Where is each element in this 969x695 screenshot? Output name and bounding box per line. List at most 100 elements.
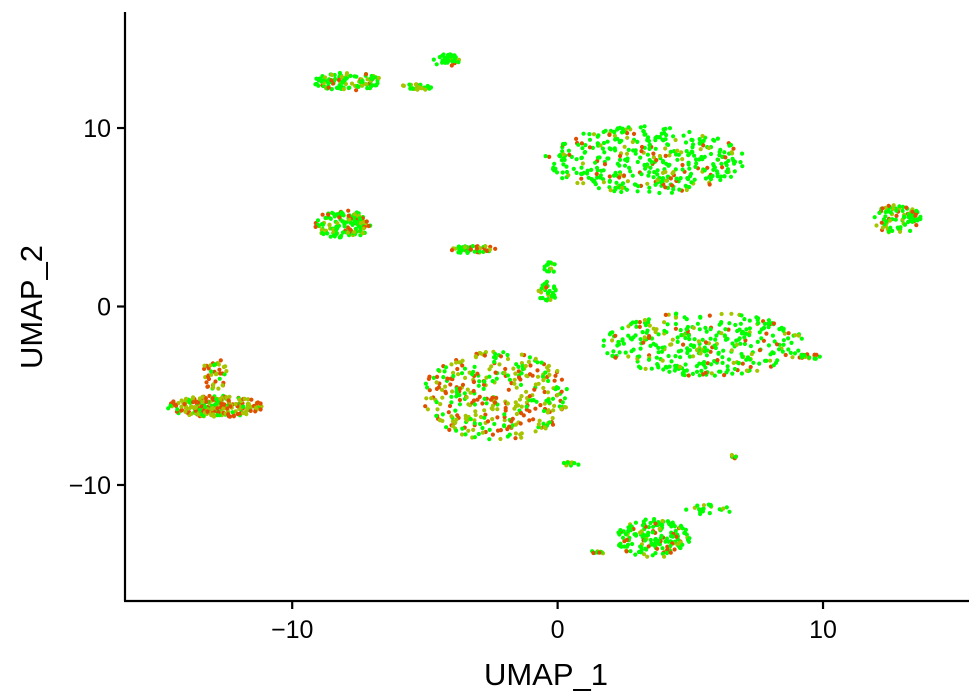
data-point bbox=[240, 411, 246, 416]
data-point bbox=[742, 335, 747, 340]
data-point bbox=[536, 422, 541, 427]
data-point bbox=[720, 355, 725, 360]
data-point bbox=[633, 552, 638, 557]
data-point bbox=[530, 373, 535, 378]
data-point bbox=[678, 355, 683, 360]
data-point bbox=[633, 182, 638, 187]
data-point bbox=[705, 348, 710, 353]
data-point bbox=[589, 167, 594, 172]
data-point bbox=[729, 452, 735, 458]
data-point bbox=[354, 74, 359, 79]
data-point bbox=[445, 376, 450, 381]
data-point bbox=[637, 320, 642, 325]
data-point bbox=[547, 154, 552, 159]
data-point bbox=[200, 394, 205, 399]
data-point bbox=[766, 318, 772, 323]
data-point bbox=[468, 390, 473, 395]
data-point bbox=[607, 132, 612, 137]
data-point bbox=[730, 341, 735, 346]
data-point bbox=[457, 360, 462, 365]
data-point bbox=[683, 335, 688, 341]
data-point bbox=[478, 351, 483, 356]
data-point bbox=[349, 81, 355, 86]
data-point bbox=[205, 384, 211, 389]
data-point bbox=[723, 161, 729, 166]
data-point bbox=[498, 354, 504, 359]
data-point bbox=[659, 349, 665, 354]
data-point bbox=[660, 345, 665, 350]
data-point bbox=[175, 407, 180, 412]
data-point bbox=[220, 383, 225, 388]
data-point bbox=[721, 348, 726, 353]
data-point bbox=[635, 139, 640, 144]
data-point bbox=[219, 401, 224, 406]
data-point bbox=[363, 72, 369, 77]
data-point bbox=[344, 76, 349, 81]
data-point bbox=[673, 528, 678, 534]
data-point bbox=[364, 219, 369, 224]
data-point bbox=[879, 220, 884, 225]
data-point bbox=[683, 140, 689, 145]
data-point bbox=[617, 140, 622, 145]
data-point bbox=[527, 355, 533, 360]
data-point bbox=[210, 396, 215, 401]
data-point bbox=[502, 424, 507, 429]
data-point bbox=[442, 57, 448, 63]
data-point bbox=[446, 55, 451, 60]
data-point bbox=[191, 395, 196, 400]
data-point bbox=[648, 520, 653, 526]
data-point bbox=[615, 343, 620, 348]
data-point bbox=[642, 132, 647, 137]
data-point bbox=[739, 313, 744, 318]
data-point bbox=[253, 405, 258, 410]
data-point bbox=[339, 74, 344, 80]
data-point bbox=[579, 165, 584, 170]
data-point bbox=[494, 395, 499, 400]
data-point bbox=[470, 372, 475, 377]
data-point bbox=[233, 402, 238, 407]
data-point bbox=[639, 529, 644, 534]
data-point bbox=[369, 73, 374, 79]
data-point bbox=[512, 381, 517, 386]
data-point bbox=[519, 404, 524, 409]
data-point bbox=[708, 327, 713, 332]
data-point bbox=[668, 550, 673, 555]
data-point bbox=[755, 339, 760, 344]
data-point bbox=[497, 362, 502, 367]
data-point bbox=[326, 80, 331, 85]
data-point bbox=[686, 539, 692, 544]
data-point bbox=[531, 417, 536, 422]
data-point bbox=[914, 208, 919, 213]
data-point bbox=[697, 507, 702, 512]
data-point bbox=[423, 404, 428, 409]
data-point bbox=[677, 364, 683, 369]
data-point bbox=[535, 368, 540, 373]
data-point bbox=[660, 523, 665, 528]
data-point bbox=[203, 396, 208, 401]
data-point bbox=[527, 409, 532, 414]
data-point bbox=[498, 436, 503, 442]
data-point bbox=[542, 389, 547, 395]
data-point bbox=[348, 73, 353, 78]
data-point bbox=[657, 190, 662, 196]
data-point bbox=[666, 353, 671, 359]
data-point bbox=[707, 182, 712, 187]
data-point bbox=[624, 151, 630, 156]
data-point bbox=[594, 165, 600, 170]
data-point bbox=[723, 155, 728, 160]
data-point bbox=[626, 125, 631, 130]
data-point bbox=[651, 524, 656, 529]
data-point bbox=[480, 430, 485, 435]
data-point bbox=[502, 412, 507, 417]
data-point bbox=[542, 425, 547, 430]
data-point bbox=[646, 173, 651, 178]
data-point bbox=[613, 355, 618, 360]
data-point bbox=[321, 231, 326, 237]
data-point bbox=[464, 395, 469, 400]
data-point bbox=[503, 366, 508, 372]
data-point bbox=[668, 176, 674, 181]
data-point bbox=[648, 537, 653, 543]
data-point bbox=[560, 176, 565, 181]
data-point bbox=[643, 166, 648, 171]
data-point bbox=[705, 361, 710, 366]
